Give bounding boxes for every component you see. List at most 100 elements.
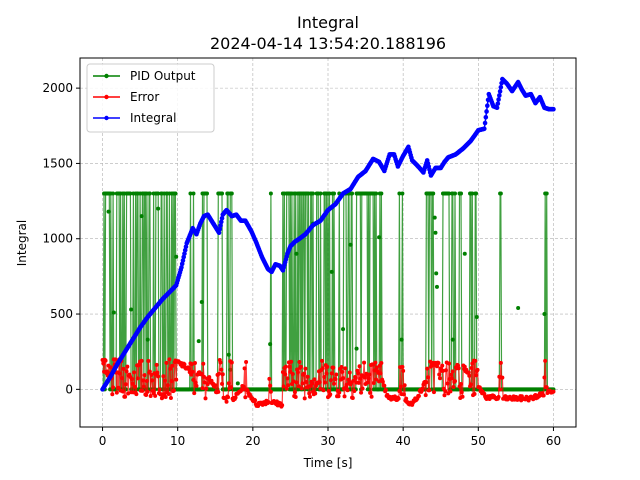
legend-item-pid-output: PID Output [93, 69, 196, 83]
pid-output-point [191, 191, 196, 196]
error-point [332, 381, 337, 386]
error-point [366, 376, 371, 381]
error-point [431, 390, 436, 395]
error-point [169, 379, 174, 384]
error-point [205, 382, 210, 387]
error-point [467, 373, 472, 378]
integral-point [498, 84, 504, 90]
error-point [450, 369, 455, 374]
error-point [132, 384, 137, 389]
pid-output-point [294, 251, 299, 256]
error-point [428, 359, 433, 364]
error-point [474, 373, 479, 378]
pid-output-point [542, 312, 547, 317]
error-point [144, 379, 149, 384]
pid-output-point [188, 191, 193, 196]
error-point [108, 365, 113, 370]
error-point [202, 380, 207, 385]
error-point [498, 360, 503, 365]
error-point [427, 388, 432, 393]
pid-output-point [350, 191, 355, 196]
error-point [360, 386, 365, 391]
error-point [297, 360, 302, 365]
error-point [353, 375, 358, 380]
error-point [398, 384, 403, 389]
error-point [220, 372, 225, 377]
error-point [425, 366, 430, 371]
error-point [357, 364, 362, 369]
error-point [126, 391, 131, 396]
pid-output-point [318, 191, 323, 196]
pid-output-point [147, 191, 152, 196]
pid-output-point [453, 191, 458, 196]
x-tick-label: 30 [320, 434, 335, 448]
legend-label-error: Error [130, 90, 159, 104]
pid-output-point [268, 191, 273, 196]
error-point [334, 372, 339, 377]
integral-point [485, 103, 490, 108]
integral-point [497, 89, 503, 94]
error-point [368, 390, 373, 395]
integral-point [183, 244, 189, 249]
integral-point [179, 265, 184, 270]
error-point [472, 391, 477, 396]
error-point [475, 367, 480, 372]
pid-output-point [156, 191, 161, 196]
integral-point [216, 230, 222, 236]
error-point [139, 358, 144, 363]
error-point [551, 389, 556, 394]
error-point [329, 378, 334, 383]
error-point [473, 358, 478, 363]
error-point [125, 364, 130, 369]
integral-point [218, 219, 224, 225]
error-point [307, 394, 312, 399]
error-point [220, 381, 225, 386]
error-point [244, 360, 249, 365]
pid-output-point [544, 191, 549, 196]
error-point [116, 385, 121, 390]
pid-output-point [329, 269, 334, 274]
error-point [110, 392, 115, 397]
integral-point [551, 106, 556, 112]
error-point [217, 371, 222, 376]
error-point [174, 377, 179, 382]
error-point [153, 393, 158, 398]
error-point [287, 364, 292, 369]
error-point [166, 392, 171, 397]
error-point [120, 376, 125, 381]
error-point [295, 370, 300, 375]
error-point [155, 370, 160, 375]
error-point [229, 360, 234, 365]
error-point [543, 358, 548, 363]
error-point [379, 361, 384, 366]
error-point [477, 385, 482, 390]
error-point [292, 390, 297, 395]
error-point [148, 394, 153, 399]
legend-item-error: Error [93, 90, 159, 104]
pid-output-point [332, 191, 337, 196]
error-point [544, 385, 549, 390]
pid-output-point [341, 327, 346, 332]
pid-output-point [450, 337, 455, 342]
error-point [436, 360, 441, 365]
y-tick-label: 0 [65, 382, 73, 396]
error-point [372, 368, 377, 373]
error-point [356, 371, 361, 376]
x-tick-label: 10 [170, 434, 185, 448]
pid-output-point [205, 191, 210, 196]
error-point [324, 371, 329, 376]
error-point [459, 382, 464, 387]
error-point [192, 360, 197, 365]
pid-output-point [111, 310, 116, 315]
error-point [167, 357, 172, 362]
error-point [200, 386, 205, 391]
error-point [242, 366, 247, 371]
error-point [114, 390, 119, 395]
error-point [453, 379, 458, 384]
pid-output-point [310, 191, 315, 196]
legend-item-integral: Integral [93, 111, 176, 125]
error-point [318, 386, 323, 391]
error-point [345, 388, 350, 393]
y-tick-label: 1000 [42, 232, 73, 246]
error-point [448, 389, 453, 394]
